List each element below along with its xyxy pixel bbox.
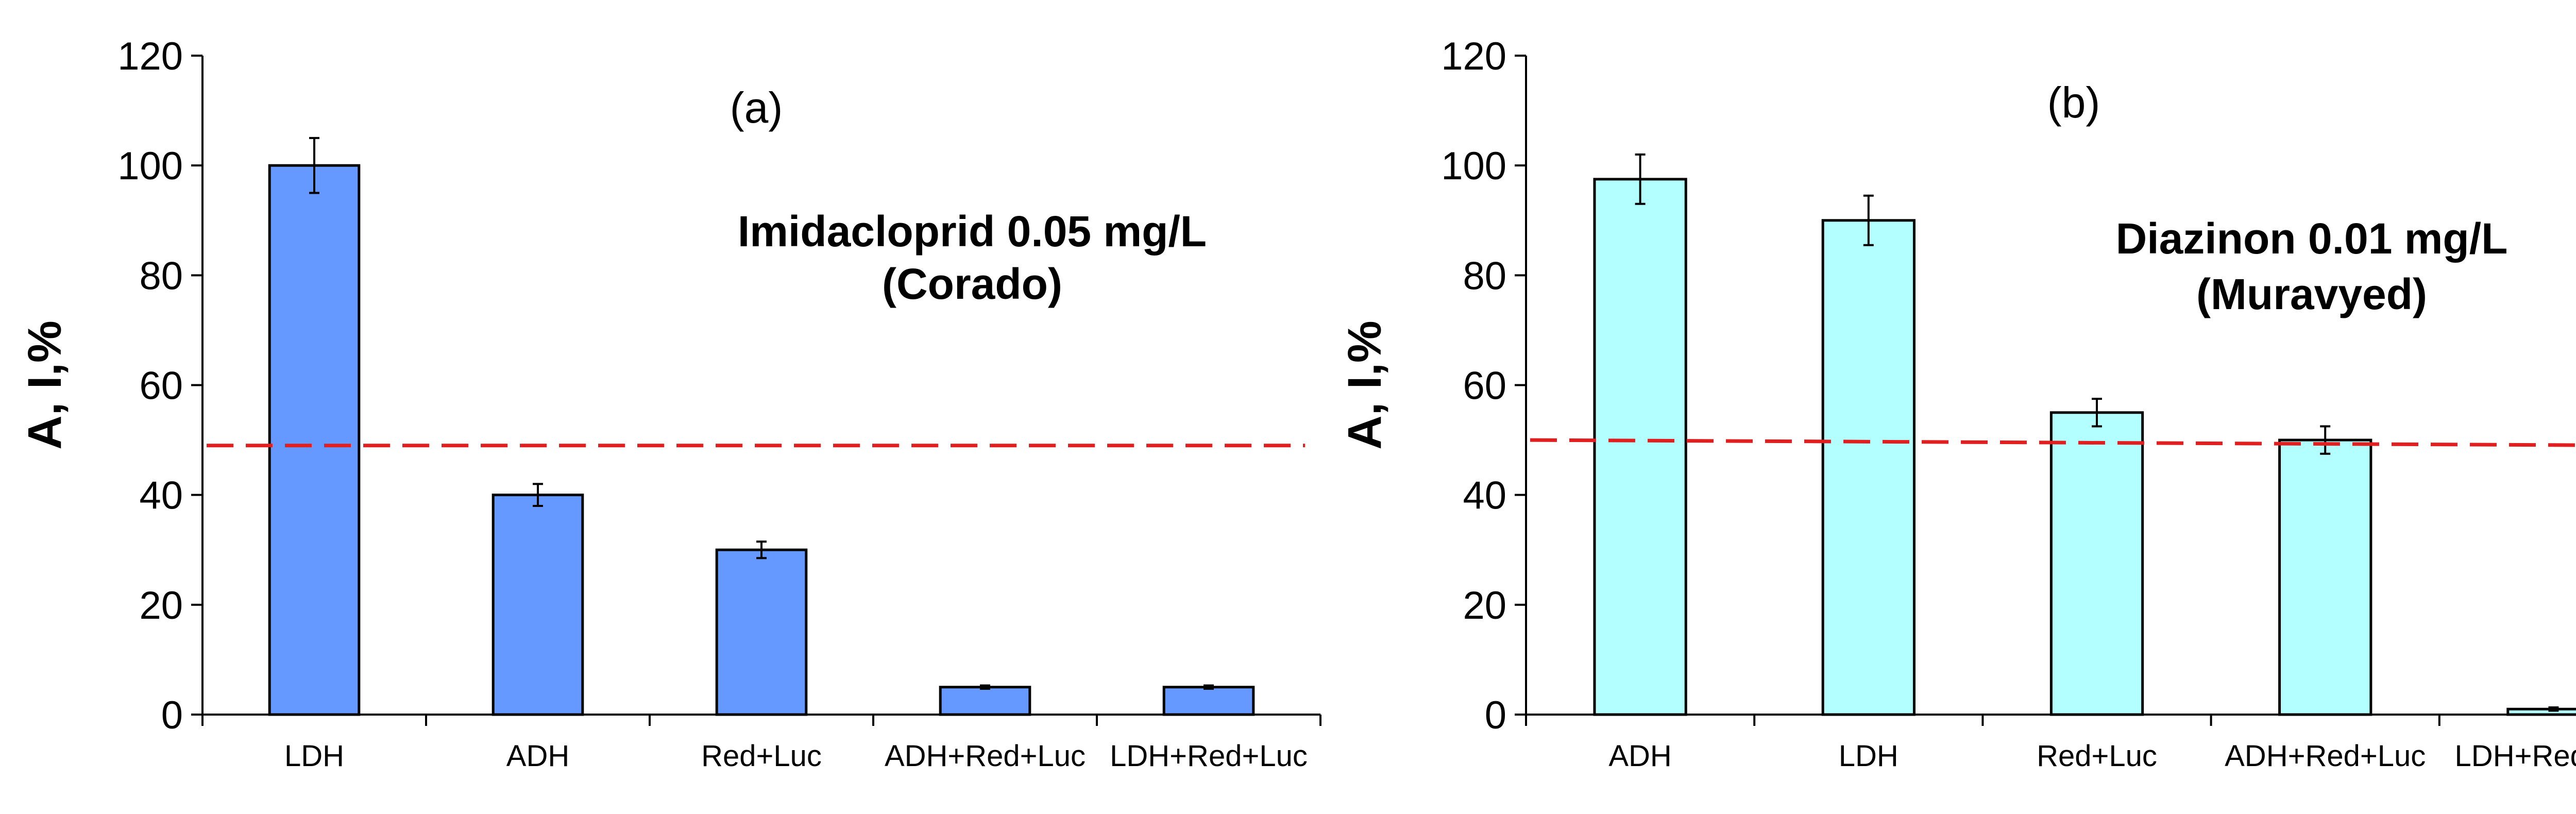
x-category-label: LDH+Red+Luc xyxy=(2455,739,2576,773)
chart-panel-a: 0 20 40 60 80 100 120 LDH ADH Red+Luc ADH+Red+Luc L… xyxy=(19,35,1321,773)
bar-ldh xyxy=(1821,219,1916,716)
y-tick-label: 0 xyxy=(161,693,183,737)
bar-ldh-red-luc xyxy=(2506,707,2576,716)
y-tick-label: 100 xyxy=(1441,144,1506,188)
annotation-line: Diazinon 0.01 mg/L xyxy=(2116,214,2508,263)
y-tick-label: 120 xyxy=(1441,35,1506,78)
y-tick-label: 80 xyxy=(1463,254,1506,298)
x-category-label: LDH+Red+Luc xyxy=(1110,739,1308,773)
panel-label: (a) xyxy=(730,83,783,132)
panel-label: (b) xyxy=(2047,78,2100,127)
chart-panel-b: 0 20 40 60 80 100 120 ADH LDH Red+Luc ADH+Red+Luc L… xyxy=(1338,35,2576,773)
y-tick-label: 120 xyxy=(117,35,183,78)
y-tick-label: 20 xyxy=(139,584,183,628)
y-tick-label: 60 xyxy=(139,364,183,408)
bar-red-luc xyxy=(2049,411,2144,716)
x-category-label: Red+Luc xyxy=(701,739,822,773)
bar-ldh-red-luc xyxy=(1162,686,1255,716)
bar-adh-red-luc xyxy=(2278,438,2372,716)
x-category-label: ADH xyxy=(1608,739,1671,773)
x-category-label: ADH+Red+Luc xyxy=(885,739,1086,773)
y-tick-label: 100 xyxy=(117,144,183,188)
x-category-label: ADH+Red+Luc xyxy=(2225,739,2426,773)
y-tick-label: 0 xyxy=(1485,693,1506,737)
bar-adh xyxy=(492,494,584,716)
bar-red-luc xyxy=(715,548,808,716)
y-tick-label: 40 xyxy=(139,474,183,518)
y-tick-label: 60 xyxy=(1463,364,1506,408)
x-category-label: ADH xyxy=(506,739,569,773)
y-tick-label: 20 xyxy=(1463,584,1506,628)
y-tick-label: 40 xyxy=(1463,474,1506,518)
y-tick-label: 80 xyxy=(139,254,183,298)
x-category-label: LDH xyxy=(1839,739,1899,773)
y-axis-label: A, I,% xyxy=(1338,320,1391,449)
annotation-line: (Muravyed) xyxy=(2196,270,2427,318)
bar-adh-red-luc xyxy=(939,686,1031,716)
annotation-line: (Corado) xyxy=(882,260,1062,308)
threshold-dashed-line xyxy=(1530,438,2576,447)
x-category-label: Red+Luc xyxy=(2037,739,2157,773)
x-category-label: LDH xyxy=(284,739,344,773)
annotation-line: Imidacloprid 0.05 mg/L xyxy=(738,207,1207,256)
y-axis-label: A, I,% xyxy=(19,320,71,449)
bar-ldh xyxy=(268,164,361,716)
bar-adh xyxy=(1593,178,1687,716)
